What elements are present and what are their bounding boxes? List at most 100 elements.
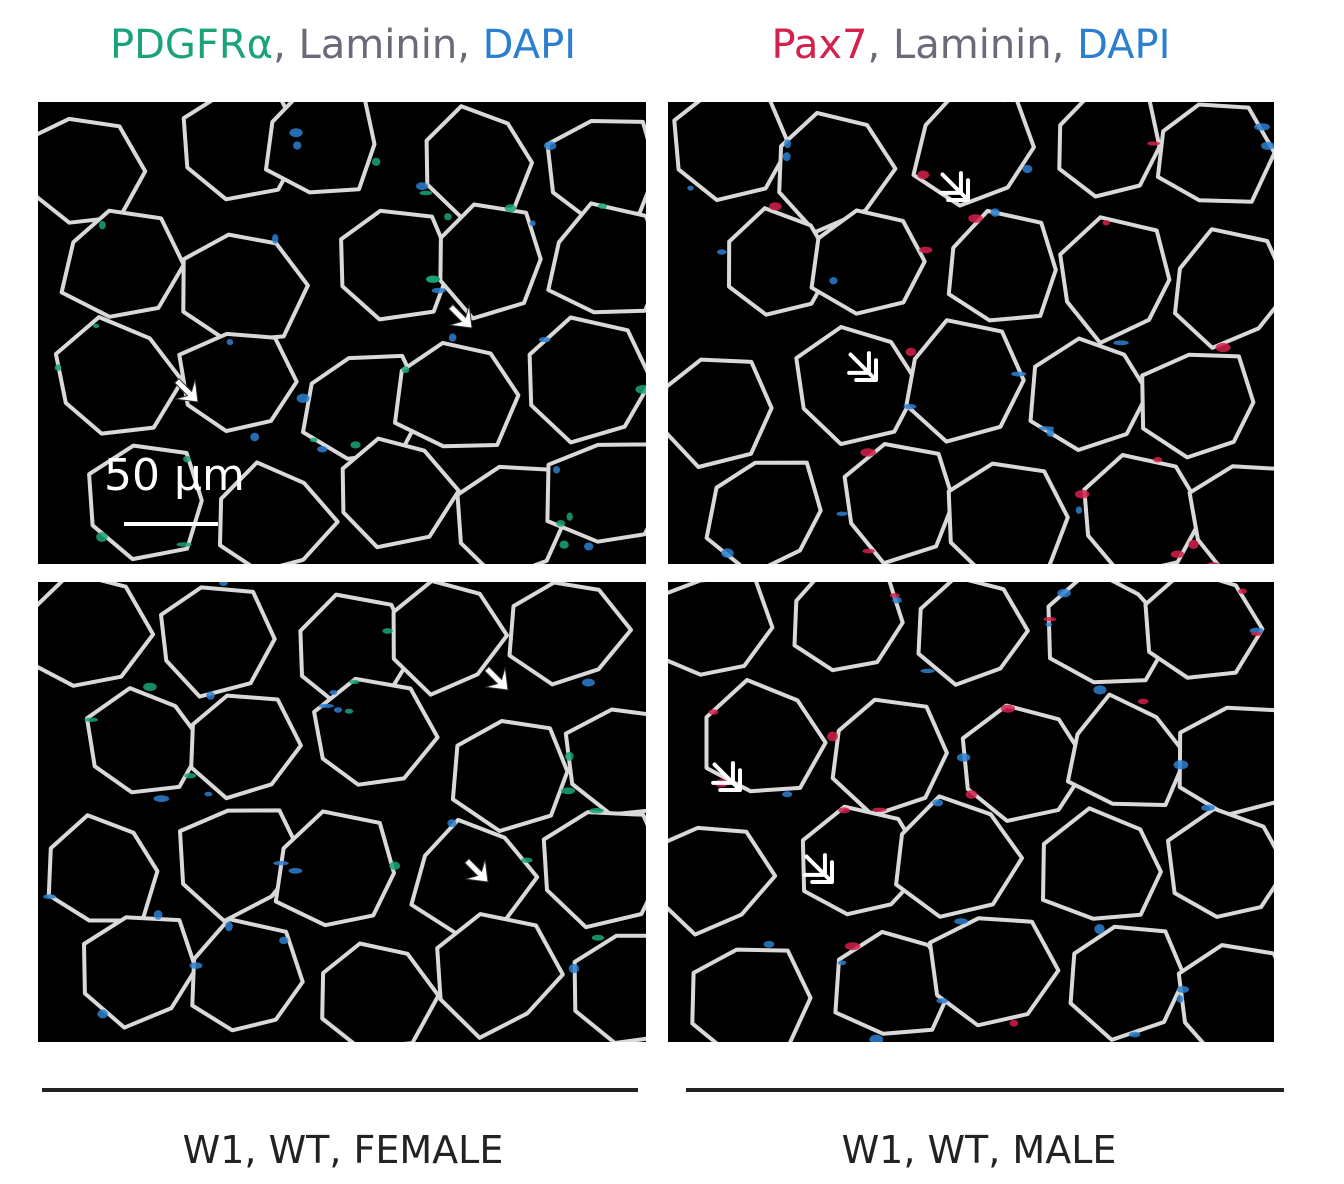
stained-nucleus — [296, 393, 310, 403]
fiber-membrane — [800, 804, 929, 917]
stained-nucleus — [529, 220, 536, 227]
stained-nucleus — [560, 787, 576, 795]
stained-nucleus — [447, 819, 457, 827]
fiber-membrane — [833, 929, 955, 1036]
stained-nucleus — [954, 918, 968, 925]
stained-nucleus — [389, 861, 401, 870]
fiber-membrane — [794, 325, 921, 447]
fiber-membrane — [916, 582, 1030, 687]
stained-nucleus — [448, 333, 457, 342]
stained-nucleus — [869, 1034, 884, 1042]
stained-nucleus — [1206, 562, 1220, 564]
stained-nucleus — [1188, 539, 1199, 549]
stained-nucleus — [183, 455, 191, 463]
stained-nucleus — [1173, 760, 1189, 770]
fiber-membrane — [38, 582, 156, 688]
stained-nucleus — [565, 751, 574, 761]
stained-nucleus — [401, 366, 410, 374]
fiber-membrane — [391, 582, 509, 697]
stained-nucleus — [1215, 342, 1231, 353]
stained-nucleus — [769, 202, 782, 211]
stained-nucleus — [333, 707, 343, 713]
stained-nucleus — [582, 678, 595, 687]
stained-nucleus — [1254, 123, 1270, 131]
stained-nucleus — [431, 287, 446, 294]
stained-nucleus — [784, 139, 792, 149]
fiber-membrane — [178, 808, 305, 923]
fiber-membrane — [727, 206, 836, 317]
muscle-section-image — [668, 102, 1274, 564]
fiber-membrane — [1041, 806, 1163, 921]
stained-nucleus — [559, 540, 569, 549]
fiber-membrane — [960, 703, 1090, 823]
dapi-label: DAPI — [482, 22, 577, 68]
stained-nucleus — [829, 277, 838, 285]
stained-nucleus — [920, 668, 935, 674]
fiber-membrane — [59, 208, 186, 319]
stained-nucleus — [903, 403, 917, 410]
fiber-membrane — [1082, 453, 1206, 564]
stained-nucleus — [99, 221, 106, 230]
stained-nucleus — [544, 141, 557, 151]
stained-nucleus — [538, 337, 551, 343]
stained-nucleus — [1000, 704, 1015, 713]
fiber-membrane — [320, 941, 441, 1042]
stained-cells — [43, 582, 605, 1019]
double-chevron-arrow-icon — [847, 351, 878, 382]
fiber-membrane — [792, 582, 905, 673]
muscle-fibers — [668, 102, 1274, 564]
stained-nucleus — [1057, 588, 1071, 598]
stained-nucleus — [1137, 698, 1149, 705]
stained-nucleus — [1176, 986, 1189, 993]
stained-nucleus — [204, 791, 213, 797]
stained-nucleus — [372, 157, 381, 166]
muscle-section-image — [668, 582, 1274, 1042]
fiber-membrane — [177, 331, 299, 434]
stained-nucleus — [382, 628, 393, 634]
pdgfra-label: PDGFRα — [109, 22, 274, 68]
laminin-label: Laminin — [298, 22, 458, 68]
stained-nucleus — [92, 323, 100, 328]
stained-nucleus — [1201, 804, 1215, 811]
stained-nucleus — [872, 807, 887, 812]
fiber-membrane — [690, 947, 813, 1042]
stained-nucleus — [708, 709, 719, 715]
stained-nucleus — [917, 170, 930, 180]
stained-nucleus — [96, 532, 108, 542]
fiber-membrane — [339, 208, 454, 322]
stained-nucleus — [1176, 995, 1184, 1003]
stained-nucleus — [968, 214, 983, 223]
stained-nucleus — [862, 548, 875, 554]
fiber-membrane — [527, 315, 646, 445]
fiber-membrane — [1143, 582, 1265, 680]
stained-cells — [54, 128, 646, 551]
fiber-membrane — [668, 825, 778, 937]
stained-nucleus — [344, 708, 354, 714]
fiber-membrane — [842, 442, 956, 564]
stained-nucleus — [293, 141, 302, 150]
fiber-membrane — [946, 208, 1058, 323]
stained-nucleus — [226, 339, 234, 346]
stained-nucleus — [1170, 550, 1185, 558]
fiber-membrane — [830, 697, 949, 818]
fiber-membrane — [668, 357, 774, 469]
stained-nucleus — [43, 894, 56, 900]
stained-nucleus — [556, 520, 566, 527]
stained-nucleus — [289, 128, 303, 138]
stained-nucleus — [827, 731, 838, 742]
stained-nucleus — [1093, 685, 1107, 695]
stained-nucleus — [597, 203, 608, 209]
stained-nucleus — [956, 753, 971, 762]
stained-nucleus — [504, 204, 517, 213]
laminin-label: Laminin — [892, 22, 1052, 68]
arrowhead-icon — [483, 665, 509, 691]
right-panel-header: Pax7, Laminin, DAPI — [668, 22, 1274, 82]
fiber-membrane — [53, 315, 185, 436]
fiber-membrane — [572, 933, 646, 1042]
stained-nucleus — [1147, 141, 1161, 146]
stained-nucleus — [273, 861, 289, 866]
stained-nucleus — [721, 548, 734, 558]
stained-nucleus — [1022, 164, 1033, 174]
fiber-membrane — [218, 460, 340, 564]
stained-nucleus — [1043, 617, 1057, 622]
